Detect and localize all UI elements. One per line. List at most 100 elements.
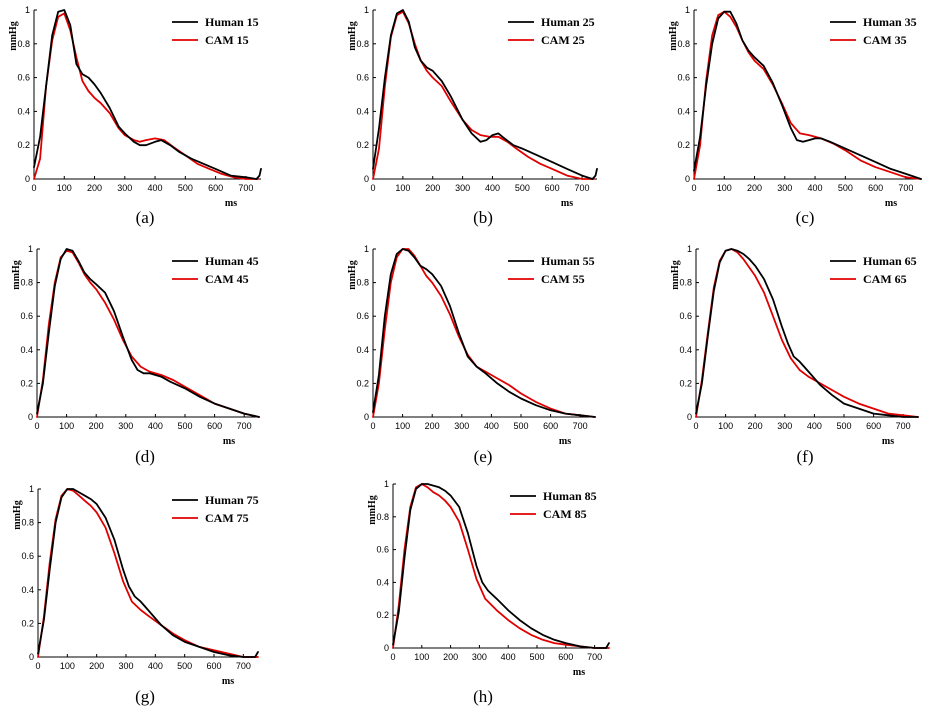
legend-label-human: Human 85 — [543, 489, 597, 503]
x-tick-label: 100 — [718, 421, 733, 431]
y-tick-label: 0.2 — [20, 378, 33, 388]
y-tick-label: 0.4 — [356, 106, 369, 116]
subplot-f: 0 0.2 0.4 0.6 0.8 1 0 100 200 300 400 500 600 700 mmHg… — [670, 244, 919, 466]
x-tick-label: 100 — [59, 421, 74, 431]
y-tick-label: 1 — [364, 5, 369, 15]
y-axis-label: mmHg — [11, 260, 22, 289]
x-axis-label: ms — [559, 436, 571, 447]
x-tick-label: 600 — [206, 661, 221, 671]
y-axis-label: mmHg — [668, 21, 679, 50]
y-tick-label: 0.2 — [679, 378, 692, 388]
y-tick-label: 1 — [687, 244, 692, 254]
subplot-caption: (b) — [473, 208, 493, 227]
y-tick-label: 0.2 — [356, 140, 369, 150]
y-axis-label: mmHg — [347, 260, 358, 289]
y-tick-label: 0.2 — [17, 140, 30, 150]
x-tick-label: 600 — [543, 421, 558, 431]
x-tick-label: 400 — [148, 183, 163, 193]
y-tick-label: 0.8 — [376, 512, 389, 522]
x-tick-label: 0 — [35, 661, 40, 671]
x-tick-label: 600 — [558, 652, 573, 662]
legend-label-human: Human 45 — [205, 254, 259, 268]
y-tick-label: 0 — [28, 412, 33, 422]
y-axis-label: mmHg — [670, 260, 681, 289]
y-tick-label: 0.4 — [21, 585, 34, 595]
x-tick-label: 400 — [485, 183, 500, 193]
x-axis-label: ms — [561, 198, 573, 209]
subplot-h: 0 0.2 0.4 0.6 0.8 1 0 100 200 300 400 500 600 700 mmHg… — [367, 479, 610, 706]
y-tick-label: 0.4 — [356, 345, 369, 355]
x-tick-label: 100 — [717, 183, 732, 193]
x-tick-label: 0 — [370, 183, 375, 193]
x-tick-label: 700 — [237, 421, 252, 431]
series-line-human — [33, 9, 262, 180]
x-tick-label: 200 — [89, 421, 104, 431]
y-tick-label: 0.4 — [679, 345, 692, 355]
subplot-e: 0 0.2 0.4 0.6 0.8 1 0 100 200 300 400 500 600 700 mmHg… — [347, 244, 596, 466]
subplot-b: 0 0.2 0.4 0.6 0.8 1 0 100 200 300 400 500 600 700 mmHg… — [347, 5, 598, 227]
series-line-human — [695, 248, 919, 418]
y-axis-label: mmHg — [367, 495, 378, 524]
x-axis-label: ms — [225, 198, 237, 209]
y-tick-label: 0 — [25, 174, 30, 184]
x-tick-label: 300 — [118, 421, 133, 431]
y-tick-label: 1 — [25, 5, 30, 15]
x-tick-label: 600 — [868, 183, 883, 193]
series-line-human — [693, 10, 922, 180]
y-axis-label: mmHg — [8, 21, 19, 50]
legend-label-human: Human 65 — [863, 254, 917, 268]
y-tick-label: 0.6 — [356, 73, 369, 83]
x-tick-label: 400 — [808, 183, 823, 193]
series-line-cam — [392, 483, 610, 649]
series-line-human — [372, 248, 596, 418]
subplot-caption: (h) — [473, 687, 493, 706]
legend-label-human: Human 35 — [863, 15, 917, 29]
y-tick-label: 0.4 — [677, 106, 690, 116]
legend-label-human: Human 15 — [205, 15, 259, 29]
y-tick-label: 0.6 — [356, 311, 369, 321]
y-tick-label: 0.2 — [677, 140, 690, 150]
x-tick-label: 500 — [836, 421, 851, 431]
x-tick-label: 0 — [691, 183, 696, 193]
x-tick-label: 500 — [515, 183, 530, 193]
x-tick-label: 0 — [693, 421, 698, 431]
x-tick-label: 200 — [425, 183, 440, 193]
y-tick-label: 0.2 — [356, 378, 369, 388]
legend-label-cam: CAM 65 — [863, 272, 907, 286]
legend-label-cam: CAM 15 — [205, 33, 249, 47]
legend-label-cam: CAM 55 — [541, 272, 585, 286]
x-tick-label: 300 — [455, 183, 470, 193]
subplot-caption: (f) — [797, 447, 814, 466]
y-tick-label: 0.8 — [356, 39, 369, 49]
y-tick-label: 0.8 — [17, 39, 30, 49]
y-tick-label: 0 — [364, 174, 369, 184]
x-tick-label: 100 — [414, 652, 429, 662]
y-tick-label: 0.6 — [20, 311, 33, 321]
x-tick-label: 700 — [573, 421, 588, 431]
legend-label-cam: CAM 45 — [205, 272, 249, 286]
y-tick-label: 0 — [29, 652, 34, 662]
y-axis-label: mmHg — [12, 500, 23, 529]
x-axis-label: ms — [222, 676, 234, 687]
x-tick-label: 0 — [390, 652, 395, 662]
legend-label-human: Human 75 — [205, 493, 259, 507]
x-tick-label: 300 — [118, 661, 133, 671]
series-line-cam — [372, 10, 595, 180]
x-tick-label: 100 — [57, 183, 72, 193]
x-tick-label: 500 — [838, 183, 853, 193]
x-tick-label: 300 — [472, 652, 487, 662]
legend-label-human: Human 25 — [541, 15, 595, 29]
x-tick-label: 0 — [370, 421, 375, 431]
subplot-caption: (e) — [474, 447, 493, 466]
x-tick-label: 600 — [545, 183, 560, 193]
series-line-cam — [372, 248, 596, 418]
x-tick-label: 400 — [484, 421, 499, 431]
x-axis-label: ms — [573, 667, 585, 678]
x-tick-label: 600 — [208, 183, 223, 193]
y-tick-label: 1 — [364, 244, 369, 254]
y-tick-label: 0 — [687, 412, 692, 422]
subplot-d: 0 0.2 0.4 0.6 0.8 1 0 100 200 300 400 500 600 700 mmHg… — [11, 244, 260, 466]
y-tick-label: 1 — [28, 244, 33, 254]
x-tick-label: 700 — [238, 183, 253, 193]
x-tick-label: 200 — [89, 661, 104, 671]
